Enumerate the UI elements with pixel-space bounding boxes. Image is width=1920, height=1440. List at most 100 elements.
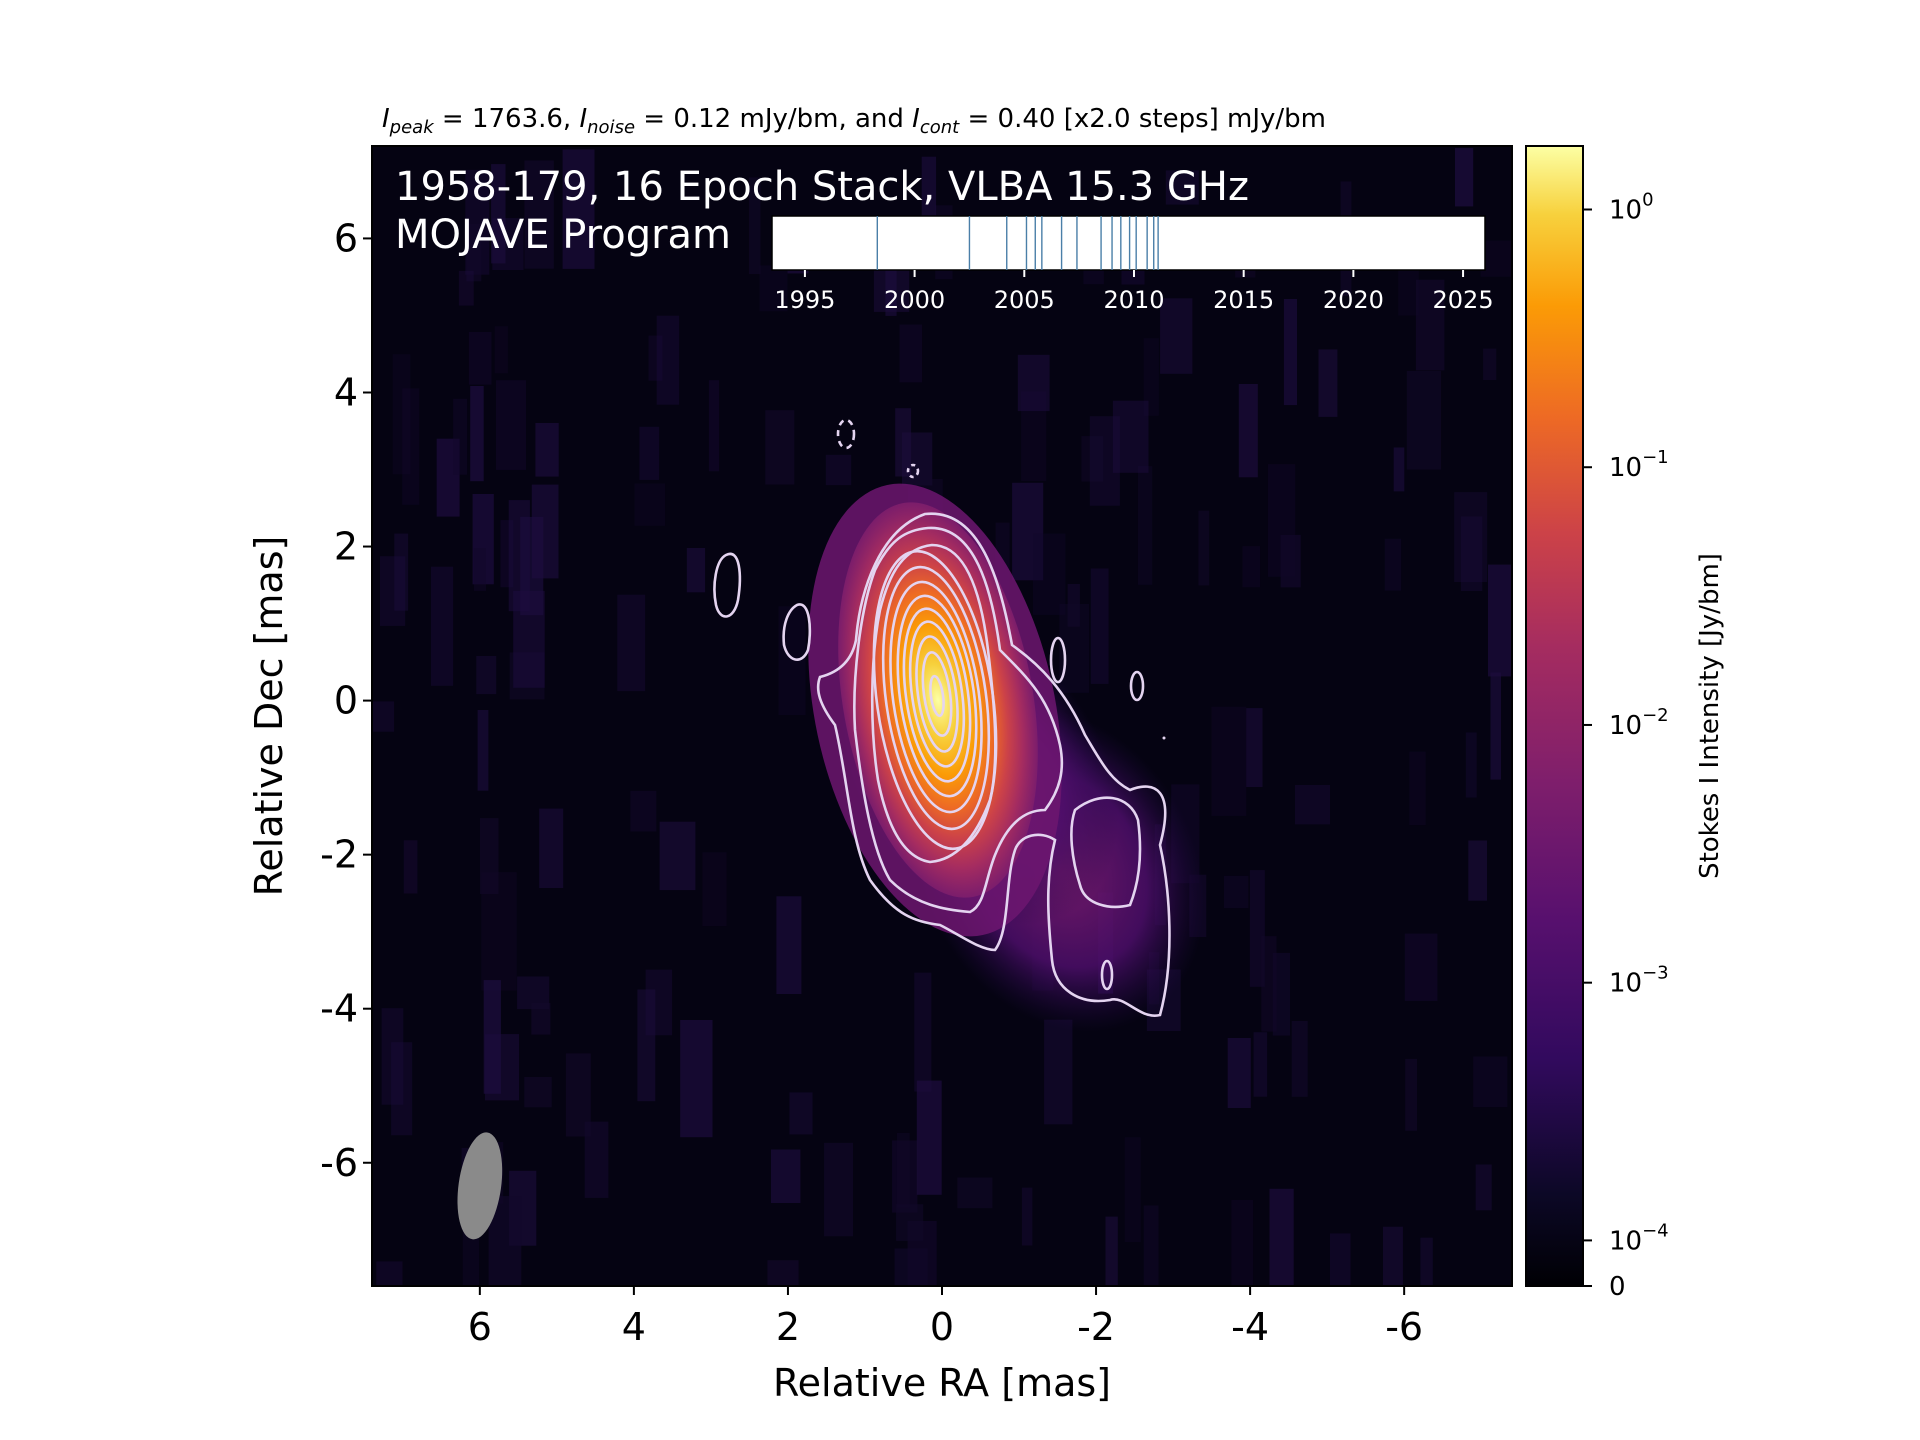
noise-patch: [473, 548, 486, 591]
noise-patch: [494, 326, 508, 374]
noise-patch: [376, 1261, 403, 1286]
noise-patch: [1021, 1187, 1033, 1246]
x-tick-label: 4: [622, 1305, 646, 1349]
noise-patch: [1330, 1233, 1351, 1286]
title-noise-value: = 0.12 mJy/bm, and: [635, 104, 912, 134]
noise-patch: [1081, 436, 1104, 482]
noise-patch: [1280, 534, 1301, 588]
noise-patch: [1012, 482, 1044, 581]
noise-patch: [648, 335, 663, 381]
contour-blob-west-3: [1100, 959, 1114, 991]
noise-patch: [1224, 875, 1249, 909]
noise-patch: [1143, 338, 1159, 416]
noise-patch: [1105, 1216, 1118, 1286]
colorbar-fill: [1525, 145, 1584, 1287]
contour-negative-1: [836, 418, 856, 450]
noise-patch: [708, 380, 720, 472]
title-i-noise: I: [579, 104, 587, 134]
core-emission: [838, 502, 1038, 898]
noise-patch: [480, 818, 499, 894]
noise-patch: [1393, 447, 1405, 492]
noise-patch: [470, 386, 484, 482]
noise-patch: [789, 1092, 813, 1135]
epoch-tick-label: 2000: [884, 286, 945, 314]
noise-patch: [771, 1149, 801, 1203]
beam-ellipse: [457, 1132, 503, 1240]
epoch-tick-label: 2025: [1433, 286, 1494, 314]
title-cont-value: = 0.40 [x2.0 steps] mJy/bm: [959, 104, 1326, 134]
noise-patch: [778, 606, 806, 715]
noise-patch: [914, 972, 932, 1092]
noise-patch: [1165, 170, 1199, 205]
contour-8: [896, 594, 978, 798]
noise-patch: [1017, 354, 1050, 412]
noise-patch: [1473, 1056, 1508, 1108]
noise-patch: [1160, 298, 1193, 374]
noise-patch: [562, 149, 595, 269]
contour-7: [889, 580, 983, 814]
noise-patch: [391, 1042, 413, 1136]
noise-patch: [1261, 936, 1277, 1032]
x-tick-label: -2: [1077, 1305, 1115, 1349]
noise-patch: [656, 315, 680, 405]
title-peak-sub: peak: [389, 117, 436, 138]
y-tick-label: 6: [334, 216, 358, 260]
noise-patch: [1227, 1038, 1251, 1108]
noise-patch: [1090, 568, 1109, 684]
noise-patch: [916, 1080, 942, 1195]
noise-patch: [645, 969, 673, 1036]
contour-blob-west-2: [1129, 670, 1145, 702]
noise-patch: [895, 408, 912, 477]
epoch-inset-ticks: 1995 2000 2005 2010 2015 2020 2025: [774, 270, 1494, 314]
figure-title: Ipeak = 1763.6, Inoise = 0.12 mJy/bm, an…: [382, 104, 1326, 138]
contour-12: [921, 651, 953, 737]
y-axis-label: Relative Dec [mas]: [247, 536, 291, 897]
title-i-peak: I: [382, 104, 390, 134]
noise-patch: [468, 332, 492, 385]
noise-patch: [639, 426, 660, 480]
epoch-inset-background: [771, 215, 1486, 271]
noise-patch: [824, 1142, 853, 1237]
noise-patch: [957, 1177, 993, 1209]
noise-patch: [899, 324, 923, 383]
y-axis-ticks: 6 4 2 0 -2 -4 -6: [320, 216, 372, 1185]
x-tick-label: -4: [1231, 1305, 1269, 1349]
noise-patch: [1238, 384, 1258, 478]
noise-patch: [1475, 1164, 1492, 1211]
epoch-tick-label: 2005: [994, 286, 1055, 314]
colorbar-tick-label: 10−4: [1609, 1220, 1669, 1256]
noise-patch: [1272, 952, 1290, 1036]
noise-patch: [1404, 933, 1438, 1001]
contour-2: [853, 526, 1064, 914]
noise-patch: [1143, 1205, 1159, 1286]
contour-5: [872, 549, 998, 851]
noise-patch: [892, 1140, 918, 1213]
y-tick-label: -6: [320, 1141, 358, 1185]
noise-patch: [767, 1260, 799, 1286]
x-tick-label: 6: [468, 1305, 492, 1349]
noise-patch: [402, 388, 420, 505]
epoch-tick-label: 2010: [1103, 286, 1164, 314]
y-tick-label: -2: [320, 833, 358, 877]
noise-patch: [539, 808, 564, 888]
noise-patch: [1253, 1032, 1268, 1097]
noise-patch: [1460, 516, 1483, 591]
noise-patch: [1211, 706, 1247, 816]
annotation-line2: MOJAVE Program: [395, 212, 731, 258]
noise-patch: [1468, 840, 1487, 901]
noise-patch: [1137, 466, 1153, 585]
noise-patch: [584, 1121, 609, 1198]
noise-patch: [524, 160, 554, 269]
y-tick-label: -4: [320, 987, 358, 1031]
noise-patch: [1242, 546, 1261, 588]
noise-patch: [1124, 1137, 1141, 1242]
y-tick-label: 4: [334, 370, 358, 414]
noise-patch: [491, 164, 506, 264]
noise-patch: [531, 484, 559, 579]
contour-3: [1070, 796, 1142, 909]
noise-patch: [372, 701, 395, 732]
epoch-tick-label: 2020: [1323, 286, 1384, 314]
noise-patch: [1269, 1188, 1294, 1286]
noise-patch: [896, 1132, 910, 1208]
